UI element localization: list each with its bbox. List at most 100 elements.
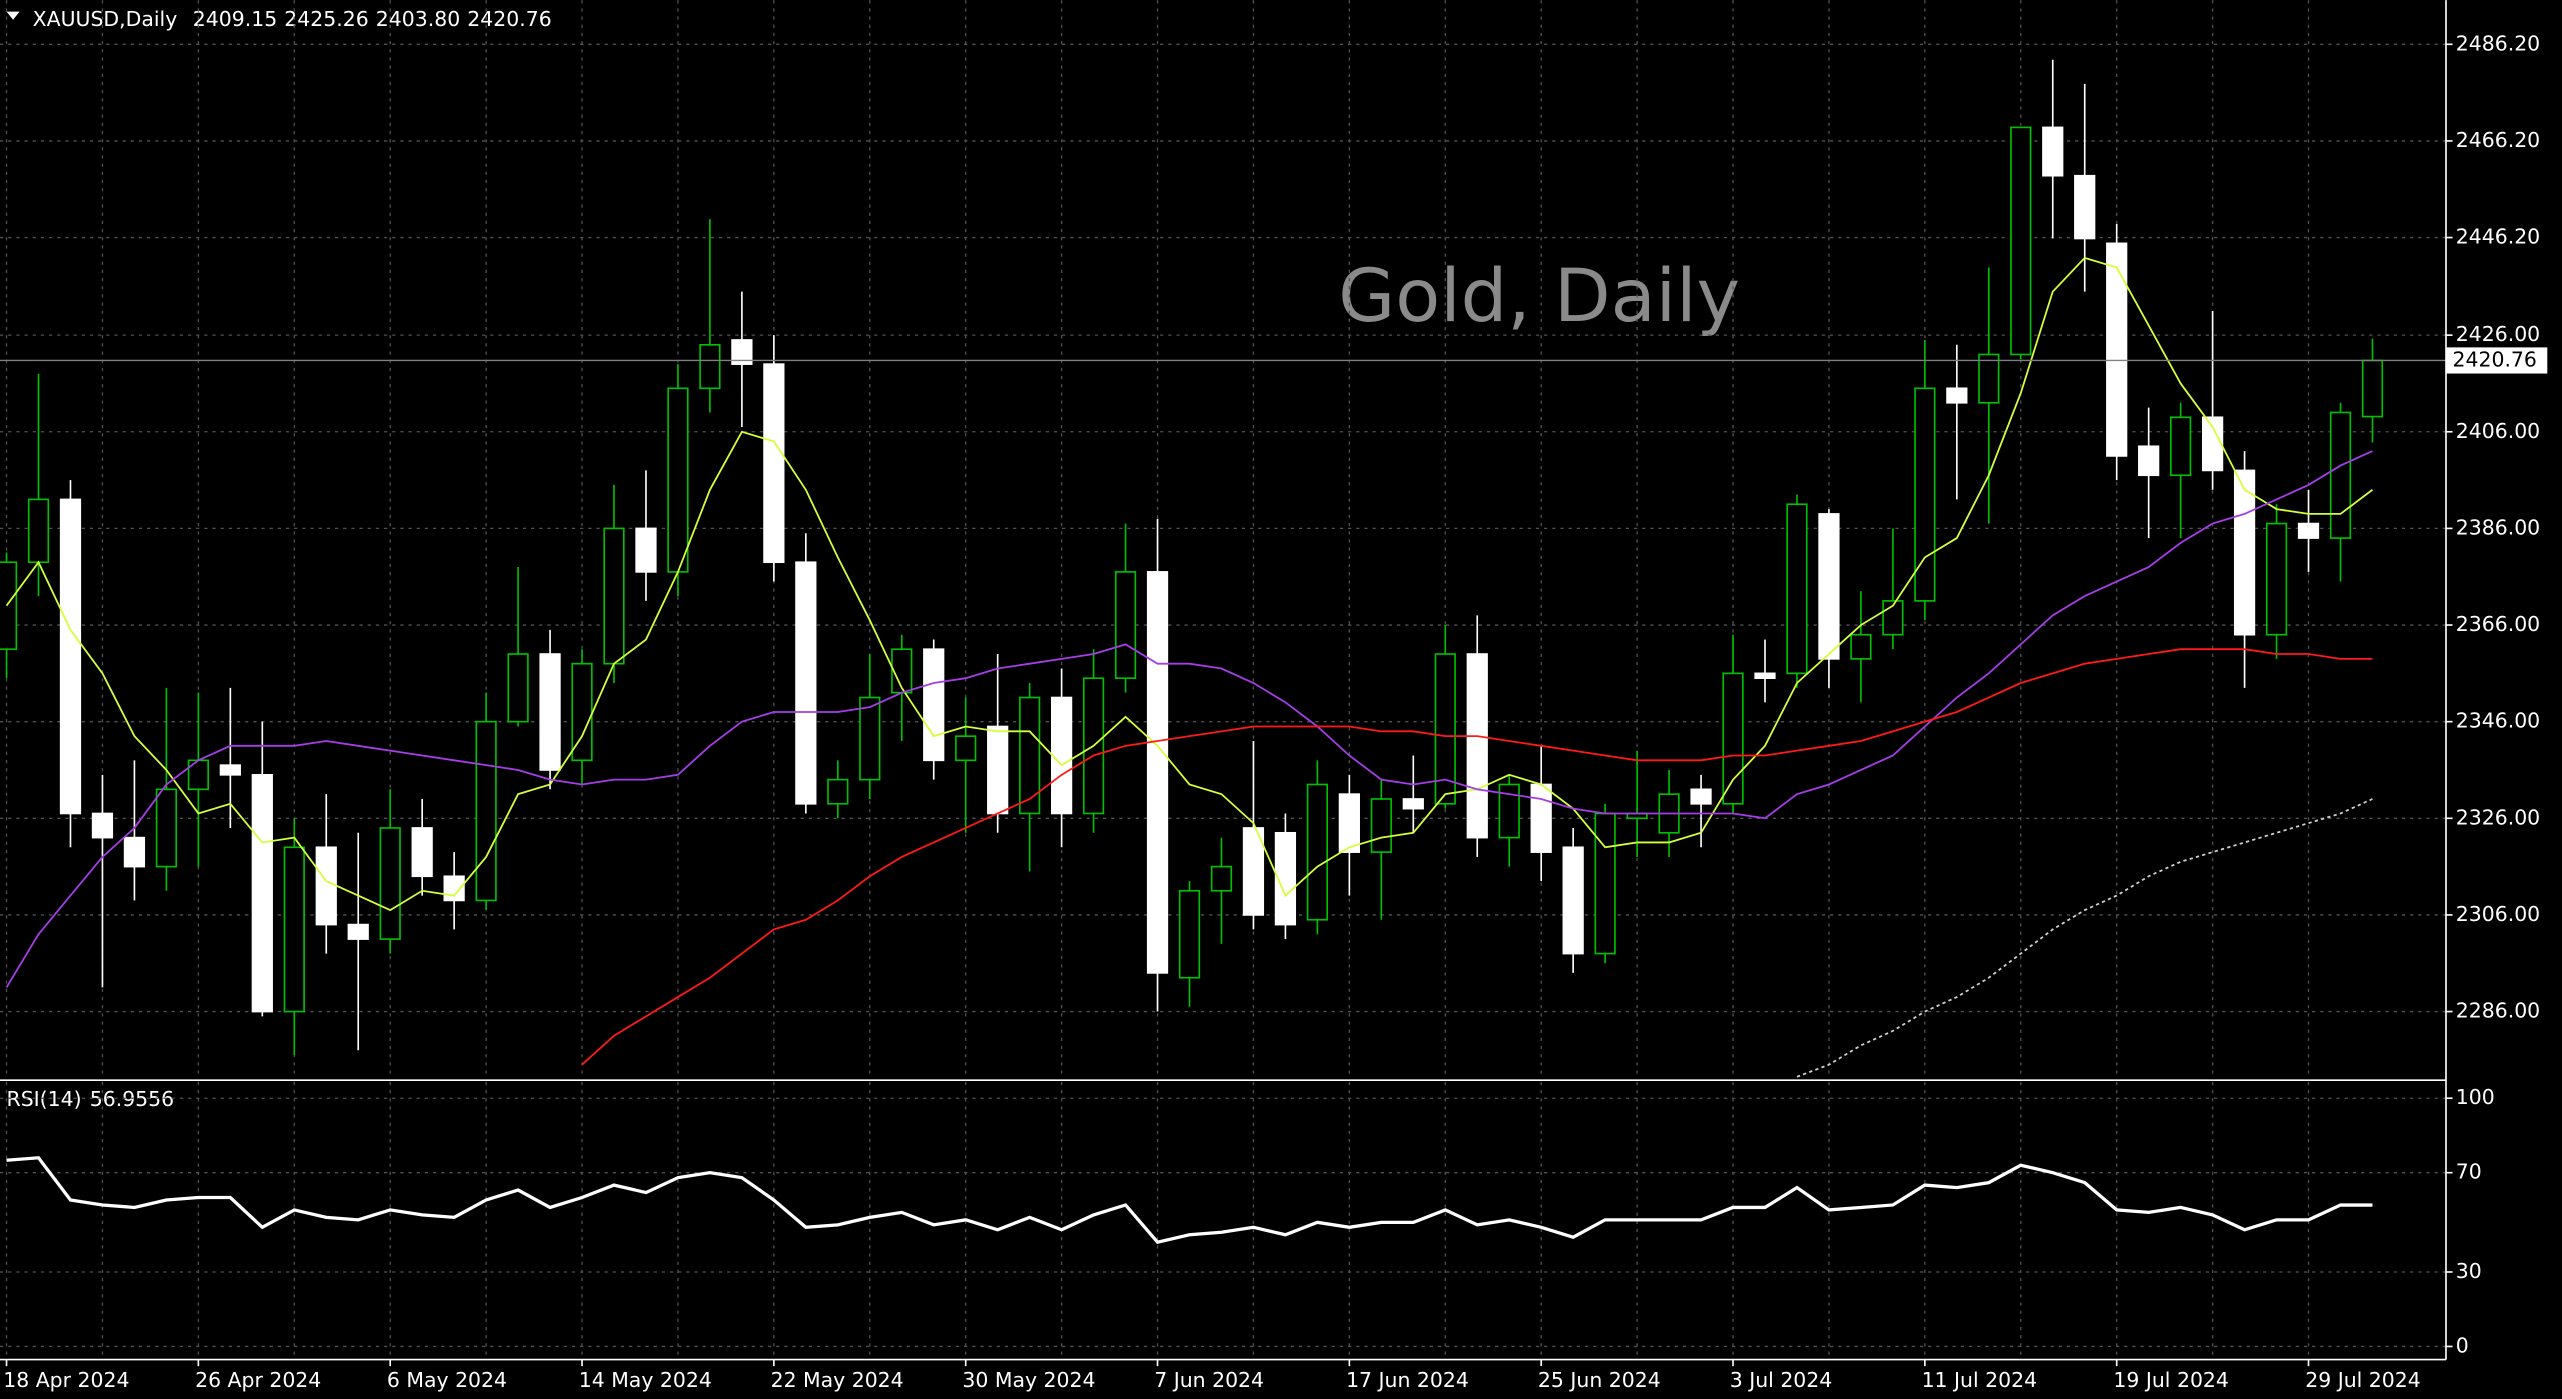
candle-body	[1722, 672, 1744, 805]
y-tick-label: 100	[2456, 1085, 2495, 1109]
moving-average-group	[5, 450, 2373, 988]
x-tick-label: 25 Jun 2024	[1538, 1368, 1661, 1392]
moving-average-group	[5, 256, 2374, 912]
candle-body	[1306, 783, 1329, 921]
ohlc-high: 2425.26	[284, 7, 368, 31]
rsi-line	[6, 1156, 2373, 1245]
candle-body	[1562, 846, 1584, 955]
y-tick-label: 2306.00	[2456, 902, 2540, 926]
x-tick-label: 22 May 2024	[771, 1368, 904, 1392]
candle-body	[347, 923, 369, 940]
candle-body	[1594, 812, 1616, 955]
y-tick-label: 2386.00	[2456, 515, 2540, 539]
candle-body	[635, 527, 657, 573]
moving-average-group	[1796, 798, 2373, 1078]
candle-body	[2265, 522, 2288, 636]
candle-body	[2233, 469, 2256, 636]
candle-body	[475, 720, 497, 902]
symbol-label: XAUUSD,Daily	[33, 7, 178, 31]
candle-body	[923, 648, 945, 762]
y-tick-label: 2466.20	[2456, 128, 2540, 152]
candle-body	[987, 725, 1009, 815]
candle-body	[2361, 359, 2384, 418]
moving-average	[5, 256, 2374, 912]
candle-body	[2042, 126, 2064, 177]
candle-body	[1338, 793, 1360, 853]
candle-body	[1019, 696, 1041, 815]
candle-body	[2010, 126, 2032, 356]
ohlc-open: 2409.15	[193, 7, 277, 31]
candle-body	[2138, 445, 2160, 477]
candle-body	[2329, 411, 2352, 539]
candle-body	[539, 653, 561, 771]
candle-body	[1402, 798, 1424, 810]
candle-body	[1434, 653, 1456, 805]
x-tick-label: 17 Jun 2024	[1346, 1368, 1469, 1392]
candle-body	[411, 827, 433, 878]
candle-body	[1754, 672, 1776, 680]
price-tag	[2445, 347, 2548, 374]
candle-body	[1274, 831, 1297, 926]
candle-body	[603, 527, 625, 665]
y-tick-label: 2346.00	[2456, 709, 2540, 733]
candle-body	[283, 846, 305, 1013]
candle-body	[795, 561, 817, 805]
candle-body	[0, 561, 18, 651]
x-tick-label: 29 Jul 2024	[2305, 1368, 2421, 1392]
y-tick-label: 2326.00	[2456, 805, 2540, 829]
candle-body	[1914, 387, 1936, 602]
candle-body	[1210, 865, 1233, 892]
candle-body	[827, 778, 849, 805]
watermark: Gold, Daily	[1338, 254, 1740, 339]
y-tick-label: 2446.20	[2456, 225, 2540, 249]
candle-body	[2297, 522, 2320, 539]
x-tick-label: 14 May 2024	[579, 1368, 712, 1392]
candle-body	[91, 812, 114, 839]
x-tick-label: 19 Jul 2024	[2113, 1368, 2229, 1392]
candle-body	[155, 788, 178, 868]
candle-body	[27, 498, 50, 564]
candle-body	[1850, 633, 1872, 660]
candle-body	[2170, 416, 2192, 477]
candle-body	[1498, 783, 1520, 839]
menu-arrow[interactable]	[6, 11, 20, 20]
candle-body	[315, 846, 337, 926]
candle-body	[1786, 503, 1808, 675]
candle-body	[1530, 783, 1552, 853]
candle-body	[123, 836, 146, 868]
moving-average	[5, 450, 2373, 988]
candle-body	[859, 696, 881, 781]
candle-body	[955, 735, 977, 762]
candle-body	[1242, 827, 1265, 916]
candle-body	[1178, 889, 1201, 979]
candle-body	[1050, 696, 1073, 815]
moving-average-group	[581, 648, 2373, 1066]
y-tick-label: 2286.00	[2456, 999, 2540, 1023]
x-tick-label: 6 May 2024	[387, 1368, 507, 1392]
ohlc-low: 2403.80	[376, 7, 460, 31]
y-tick-label: 2406.00	[2456, 419, 2540, 443]
candle-body	[731, 339, 753, 365]
moving-average	[1796, 798, 2373, 1078]
candle-body	[1370, 798, 1392, 853]
candle-body	[2074, 174, 2096, 240]
candle-body	[1978, 353, 2000, 404]
x-tick-label: 7 Jun 2024	[1154, 1368, 1264, 1392]
y-tick-label: 30	[2456, 1259, 2482, 1283]
y-tick-label: 2366.00	[2456, 612, 2540, 636]
candle-body	[1946, 387, 1968, 404]
x-tick-label: 11 Jul 2024	[1922, 1368, 2037, 1392]
candle-body	[699, 343, 721, 390]
x-tick-label: 26 Apr 2024	[195, 1368, 321, 1392]
candle-body	[667, 387, 689, 573]
rsi-line-group	[6, 1156, 2373, 1245]
candle-body	[251, 773, 273, 1013]
x-tick-label: 3 Jul 2024	[1730, 1368, 1833, 1392]
moving-average	[581, 648, 2373, 1066]
ohlc-close: 2420.76	[467, 7, 551, 31]
candle-body	[219, 764, 241, 776]
candle-body	[59, 498, 82, 815]
y-tick-label: 70	[2456, 1160, 2482, 1184]
candle-body	[379, 827, 401, 940]
